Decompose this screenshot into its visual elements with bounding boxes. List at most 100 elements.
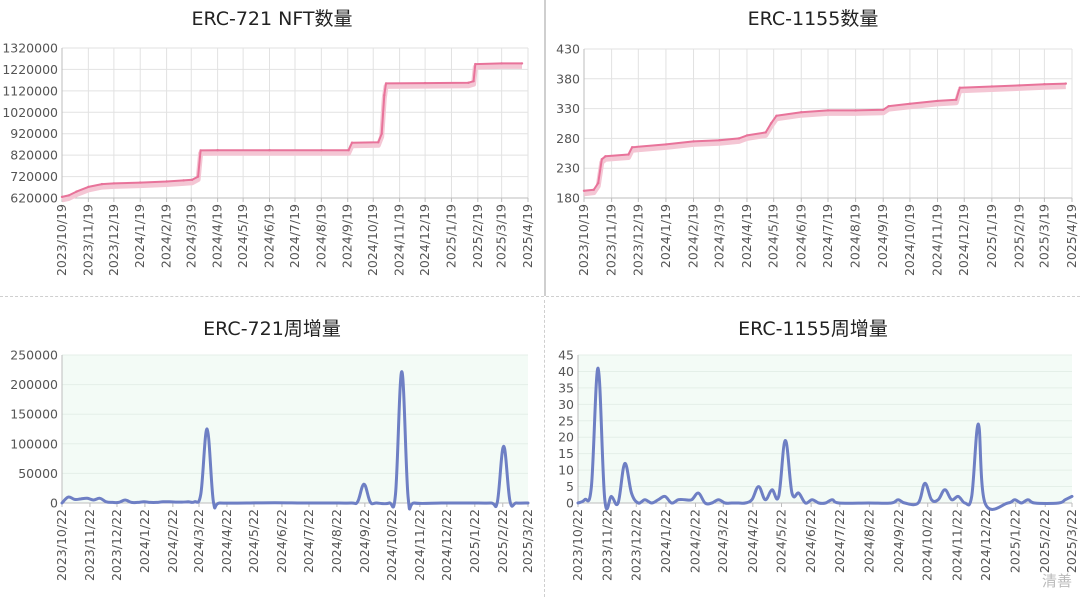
data-point [394,493,397,495]
data-point [924,482,926,485]
y-tick-label: 40 [558,364,574,379]
y-tick-label: 100000 [10,436,58,451]
data-point [597,367,599,369]
data-point [1007,502,1009,504]
chart-title: ERC-721周增量 [203,318,341,340]
data-point [383,93,386,97]
x-tick-label: 2023/11/22 [600,509,615,581]
data-point [964,502,966,504]
y-tick-label: 1020000 [2,105,58,120]
data-point [592,188,595,191]
data-point [764,131,767,134]
data-point [604,498,606,501]
data-point [61,502,63,504]
data-point [377,141,380,144]
erc1155-weekly-panel: ERC-1155周增量 0 5 10 15 20 25 30 35 40 45 2023/10/22… [546,300,1080,597]
data-point [904,502,906,504]
x-tick-label: 2023/12/22 [109,509,124,581]
data-point [936,99,939,103]
data-point [384,82,388,85]
y-tick-label: 430 [556,42,580,57]
x-tick-label: 2024/7/19 [820,204,835,268]
data-point [804,502,807,504]
data-point [423,81,427,85]
series-line [576,366,1074,511]
data-point [811,498,813,501]
x-tick-label: 2024/6/22 [274,509,289,573]
data-point [784,439,787,442]
x-tick-label: 2024/4/19 [739,204,754,268]
data-point [824,502,827,504]
data-point [984,502,986,504]
data-point [407,496,409,498]
x-tick-label: 2024/3/19 [711,204,726,268]
x-tick-label: 2024/2/22 [165,509,180,573]
data-point [1027,498,1029,501]
data-point [630,146,634,149]
data-point [246,502,248,504]
data-point [751,498,753,501]
data-point [590,485,593,488]
x-tick-label: 2025/2/19 [470,204,485,268]
erc1155-total-chart: 180 230 280 330 380 430 2023/10/19 2023/11/19 20… [556,42,1079,277]
data-point [704,502,706,504]
data-point [744,502,746,504]
y-tick-label: 30 [558,397,574,412]
x-tick-label: 2024/1/22 [137,509,152,573]
data-point [363,483,365,485]
data-point [527,502,529,504]
data-point [677,498,680,501]
data-point [583,498,586,501]
data-point [155,501,158,504]
y-tick-label: 150000 [10,407,58,422]
data-point [769,122,773,125]
data-point [867,502,870,504]
data-point [112,182,116,185]
y-tick-label: 10 [558,463,574,478]
data-point [937,498,939,501]
x-tick-label: 2025/2/22 [495,509,510,573]
data-point [958,86,961,89]
x-tick-label: 2023/10/22 [54,509,69,581]
x-tick-label: 2025/4/19 [520,204,535,268]
data-point [577,502,579,504]
data-point [73,498,76,501]
x-tick-label: 2025/1/22 [467,509,482,573]
data-point [268,149,271,152]
data-point [139,181,142,184]
data-point [273,501,276,504]
grid [61,47,529,199]
erc721-total-panel: ERC-721 NFT数量 620000 720000 820000 920000 10… [0,0,544,296]
data-point [474,62,477,66]
x-tick-label: 2023/10/19 [54,204,69,276]
series-line [583,82,1066,192]
x-tick-label: 2024/8/19 [313,204,328,268]
data-point [1043,83,1046,86]
x-tick-label: 2023/12/19 [106,204,121,276]
x-tick-label: 2023/11/19 [604,204,619,276]
data-point [99,497,101,500]
data-point [500,62,503,65]
data-point [1033,502,1036,504]
x-tick-label: 2023/12/22 [628,509,643,581]
x-tick-label: 2024/10/19 [365,204,380,276]
data-point [600,158,603,161]
data-point [670,502,673,504]
data-point [890,502,893,504]
y-tick-label: 1220000 [2,62,58,77]
data-point [664,143,668,146]
y-tick-label: 0 [50,496,58,511]
erc721-weekly-chart: 0 50000 100000 150000 200000 250000 2023/10/22… [10,348,535,582]
data-point [791,492,793,494]
x-tick-label: 2024/6/22 [803,509,818,573]
data-point [917,502,919,504]
data-point [467,81,470,84]
x-tick-label: 2024/12/22 [978,509,993,581]
data-point [970,495,973,498]
data-point [745,134,749,137]
x-tick-label: 2024/4/22 [219,509,234,573]
data-point [193,501,196,503]
data-point [1064,82,1067,85]
data-point [797,492,800,494]
y-tick-label: 50000 [18,466,58,481]
